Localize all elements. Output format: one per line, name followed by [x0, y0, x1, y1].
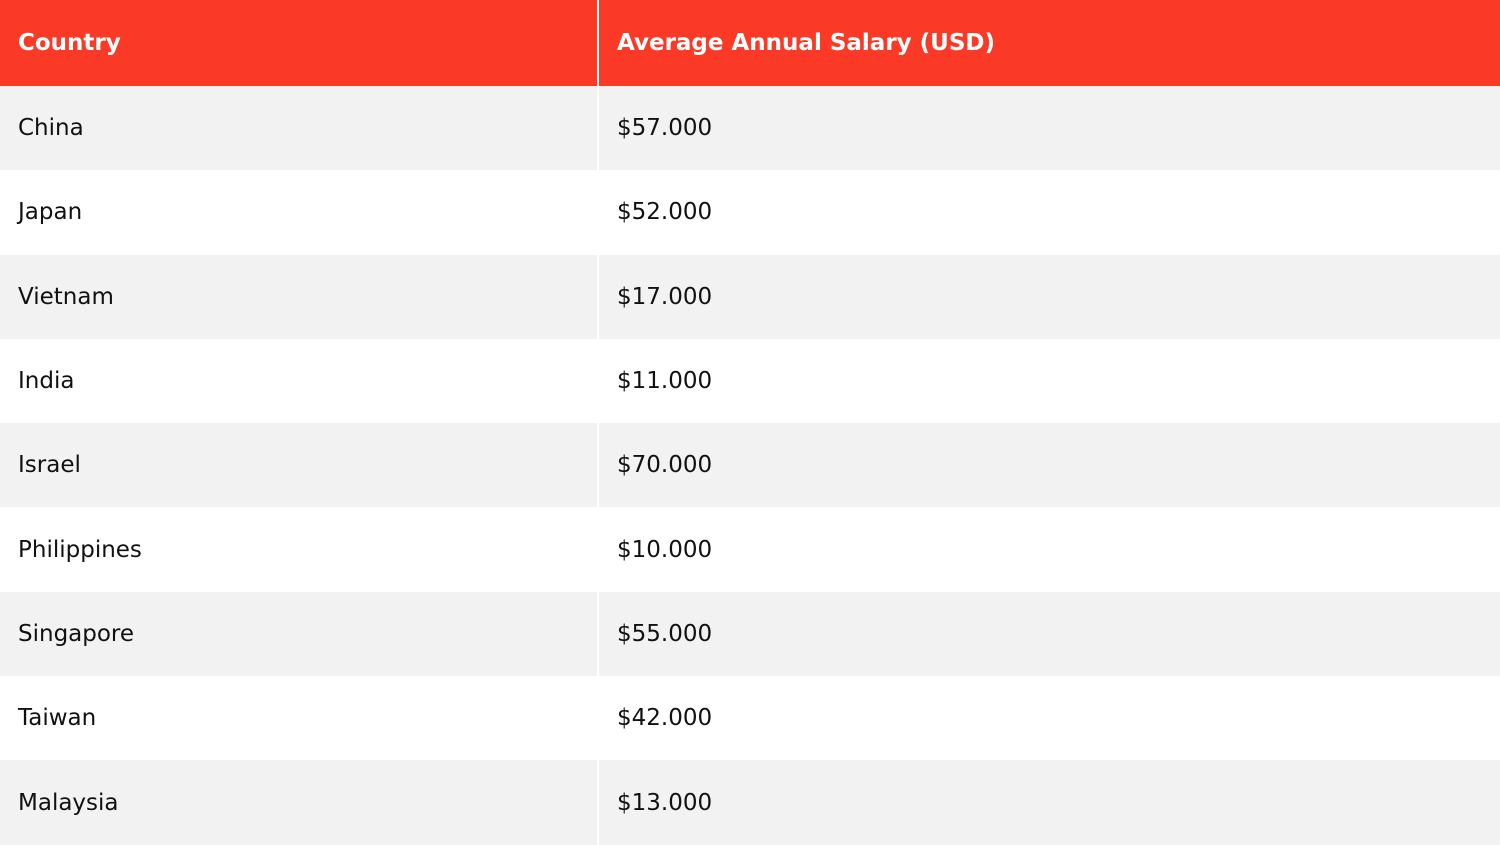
country-cell: Taiwan [0, 676, 599, 761]
salary-cell: $10.000 [599, 507, 1500, 592]
country-cell: Vietnam [0, 254, 599, 339]
table-body: China $57.000 Japan $52.000 Vietnam $17.000 In… [0, 86, 1500, 845]
table-row: Singapore $55.000 [0, 591, 1500, 677]
salary-cell: $57.000 [599, 86, 1500, 171]
country-cell: Israel [0, 423, 599, 508]
table-row: Japan $52.000 [0, 170, 1500, 255]
header-cell-salary: Average Annual Salary (USD) [599, 0, 1500, 86]
country-cell: Singapore [0, 591, 599, 677]
salary-cell: $42.000 [599, 676, 1500, 761]
table-row: Taiwan $42.000 [0, 676, 1500, 761]
country-cell: China [0, 86, 599, 171]
salary-cell: $52.000 [599, 170, 1500, 255]
table-row: Philippines $10.000 [0, 507, 1500, 592]
country-cell: Philippines [0, 507, 599, 592]
salary-cell: $55.000 [599, 591, 1500, 677]
salary-cell: $70.000 [599, 423, 1500, 508]
header-cell-country: Country [0, 0, 599, 86]
salary-cell: $11.000 [599, 338, 1500, 424]
table-row: India $11.000 [0, 338, 1500, 424]
salary-cell: $17.000 [599, 254, 1500, 339]
country-cell: Japan [0, 170, 599, 255]
table-header-row: Country Average Annual Salary (USD) [0, 0, 1500, 86]
country-cell: India [0, 338, 599, 424]
table-row: Israel $70.000 [0, 423, 1500, 508]
table-row: Vietnam $17.000 [0, 254, 1500, 339]
table-row: Malaysia $13.000 [0, 760, 1500, 845]
country-cell: Malaysia [0, 760, 599, 845]
table-row: China $57.000 [0, 86, 1500, 171]
salary-cell: $13.000 [599, 760, 1500, 845]
